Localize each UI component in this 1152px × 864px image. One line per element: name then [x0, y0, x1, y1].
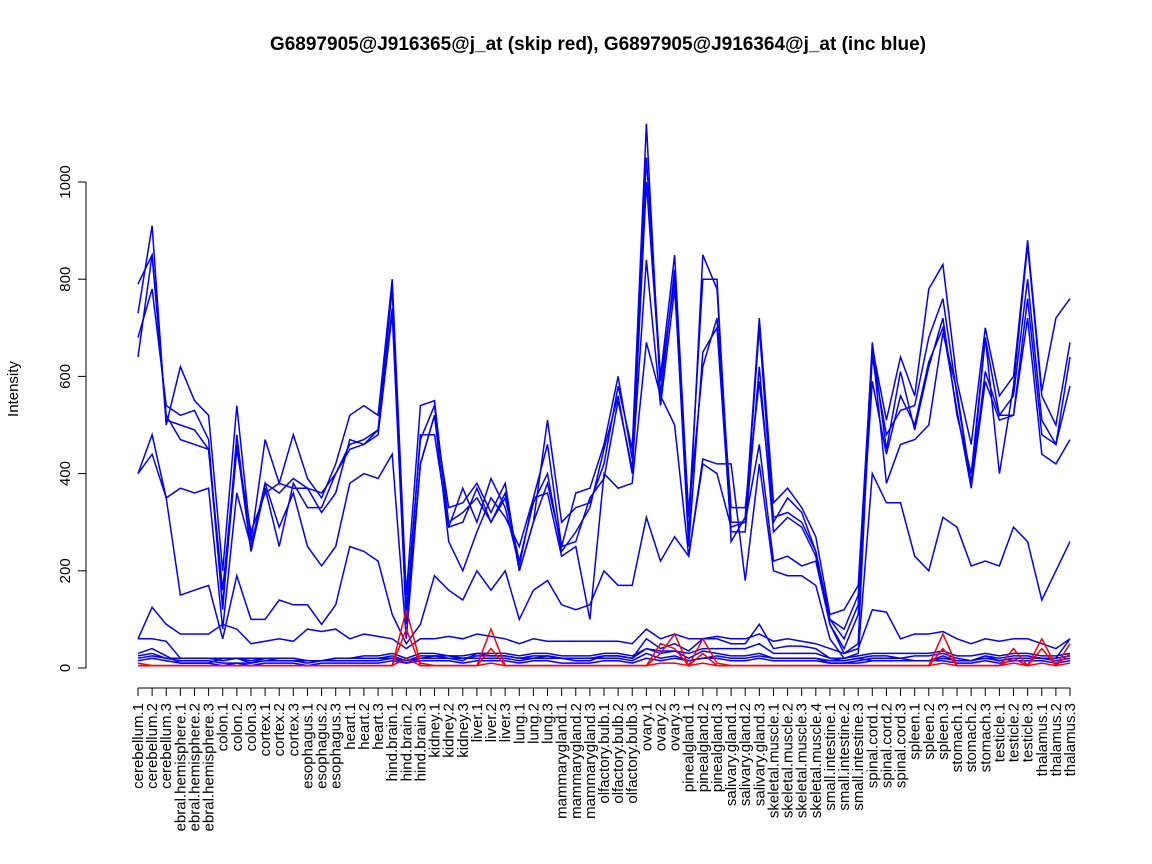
x-tick-label: small.intestine.3: [850, 703, 867, 811]
x-tick-label: skeletal.muscle.1: [765, 703, 782, 818]
x-tick-label: kidney.2: [441, 703, 458, 758]
x-tick-label: stomach.2: [963, 703, 980, 772]
x-tick-label: small.intestine.2: [836, 703, 853, 811]
x-tick-label: olfactory.bulb.2: [610, 703, 627, 804]
x-axis: cerebellum.1cerebellum.2cerebellum.3ebra…: [130, 687, 1079, 831]
x-tick-label: ovary.3: [667, 703, 684, 751]
x-tick-label: liver.2: [483, 703, 500, 742]
x-tick-label: spleen.2: [921, 703, 938, 760]
x-tick-label: skeletal.muscle.3: [794, 703, 811, 818]
x-tick-label: hind.brain.1: [384, 703, 401, 781]
x-tick-label: colon.1: [215, 703, 232, 751]
x-tick-label: esophagus.2: [314, 703, 331, 789]
series-line-skip.3: [138, 657, 1071, 667]
x-tick-label: mammarygland.2: [568, 703, 585, 819]
y-tick-label: 400: [57, 461, 74, 486]
x-tick-label: testicle.2: [1006, 703, 1023, 762]
x-tick-label: kidney.3: [455, 703, 472, 758]
x-tick-label: heart.1: [342, 703, 359, 750]
x-tick-label: salivary.gland.2: [737, 703, 754, 806]
x-tick-label: cortex.1: [257, 703, 274, 756]
x-tick-label: spinal.cord.2: [878, 703, 895, 788]
x-tick-label: ebral.hemisphere.2: [186, 703, 203, 831]
x-tick-label: lung.3: [540, 703, 557, 744]
x-tick-label: salivary.gland.1: [723, 703, 740, 806]
y-tick-label: 600: [57, 364, 74, 389]
x-tick-label: cerebellum.1: [130, 703, 147, 789]
x-tick-label: cortex.3: [285, 703, 302, 756]
chart-title: G6897905@J916365@j_at (skip red), G68979…: [270, 34, 926, 55]
x-tick-label: olfactory.bulb.1: [596, 703, 613, 804]
x-tick-label: ovary.2: [652, 703, 669, 751]
x-tick-label: lung.2: [525, 703, 542, 744]
x-tick-label: mammarygland.3: [582, 703, 599, 819]
x-tick-label: cerebellum.2: [144, 703, 161, 789]
x-tick-label: lung.1: [511, 703, 528, 744]
x-tick-label: olfactory.bulb.3: [624, 703, 641, 804]
x-tick-label: spleen.3: [935, 703, 952, 760]
x-tick-label: hind.brain.2: [398, 703, 415, 781]
y-tick-label: 800: [57, 267, 74, 292]
x-tick-label: ovary.1: [638, 703, 655, 751]
x-tick-label: salivary.gland.3: [751, 703, 768, 806]
series-line-inc.1: [137, 123, 1071, 641]
series-line-skip.1: [137, 609, 1071, 668]
x-tick-label: colon.2: [229, 703, 246, 751]
x-tick-label: cerebellum.3: [158, 703, 175, 789]
x-tick-label: pinealgland.2: [695, 703, 712, 792]
y-tick-label: 1000: [57, 165, 74, 198]
x-tick-label: ebral.hemisphere.1: [172, 703, 189, 831]
series-line-inc.12: [137, 622, 1071, 662]
series-line-inc.5: [137, 432, 1071, 660]
x-tick-label: spleen.1: [907, 703, 924, 760]
x-tick-label: testicle.1: [991, 703, 1008, 762]
x-tick-label: thalamus.3: [1062, 703, 1079, 776]
x-tick-label: heart.3: [370, 703, 387, 750]
series-line-inc.10: [137, 642, 1071, 664]
series-line-inc.8: [138, 638, 1071, 662]
x-tick-label: heart.2: [356, 703, 373, 750]
x-tick-label: spinal.cord.3: [893, 703, 910, 788]
series-line-inc.11: [137, 657, 1071, 667]
x-tick-label: thalamus.1: [1034, 703, 1051, 776]
x-tick-label: hind.brain.3: [412, 703, 429, 781]
x-tick-label: cortex.2: [271, 703, 288, 756]
x-tick-label: stomach.1: [949, 703, 966, 772]
x-tick-label: skeletal.muscle.2: [780, 703, 797, 818]
y-axis: 0 200 400 600 800 1000: [57, 165, 87, 672]
x-tick-label: kidney.1: [427, 703, 444, 758]
series-line-inc.7: [137, 605, 1071, 655]
series-line-inc.2: [137, 157, 1071, 616]
series-line-inc.3: [137, 181, 1071, 651]
x-tick-label: ebral.hemisphere.3: [201, 703, 218, 831]
x-tick-label: mammarygland.1: [554, 703, 571, 819]
x-tick-label: small.intestine.1: [822, 703, 839, 811]
y-axis-label: Intensity: [5, 361, 22, 417]
x-tick-label: esophagus.1: [299, 703, 316, 789]
series-line-inc.6: [137, 317, 1071, 655]
series-group: [137, 123, 1071, 668]
x-tick-label: testicle.3: [1020, 703, 1037, 762]
x-tick-label: liver.3: [497, 703, 514, 742]
x-tick-label: liver.1: [469, 703, 486, 742]
x-tick-label: colon.3: [243, 703, 260, 751]
y-tick-label: 0: [57, 664, 74, 672]
x-tick-label: stomach.3: [977, 703, 994, 772]
x-tick-label: skeletal.muscle.4: [808, 703, 825, 818]
x-tick-label: thalamus.2: [1048, 703, 1065, 776]
x-tick-label: esophagus.3: [328, 703, 345, 789]
x-tick-label: pinealgland.3: [709, 703, 726, 792]
x-tick-label: pinealgland.1: [681, 703, 698, 792]
y-tick-label: 200: [57, 558, 74, 583]
x-tick-label: spinal.cord.1: [864, 703, 881, 788]
